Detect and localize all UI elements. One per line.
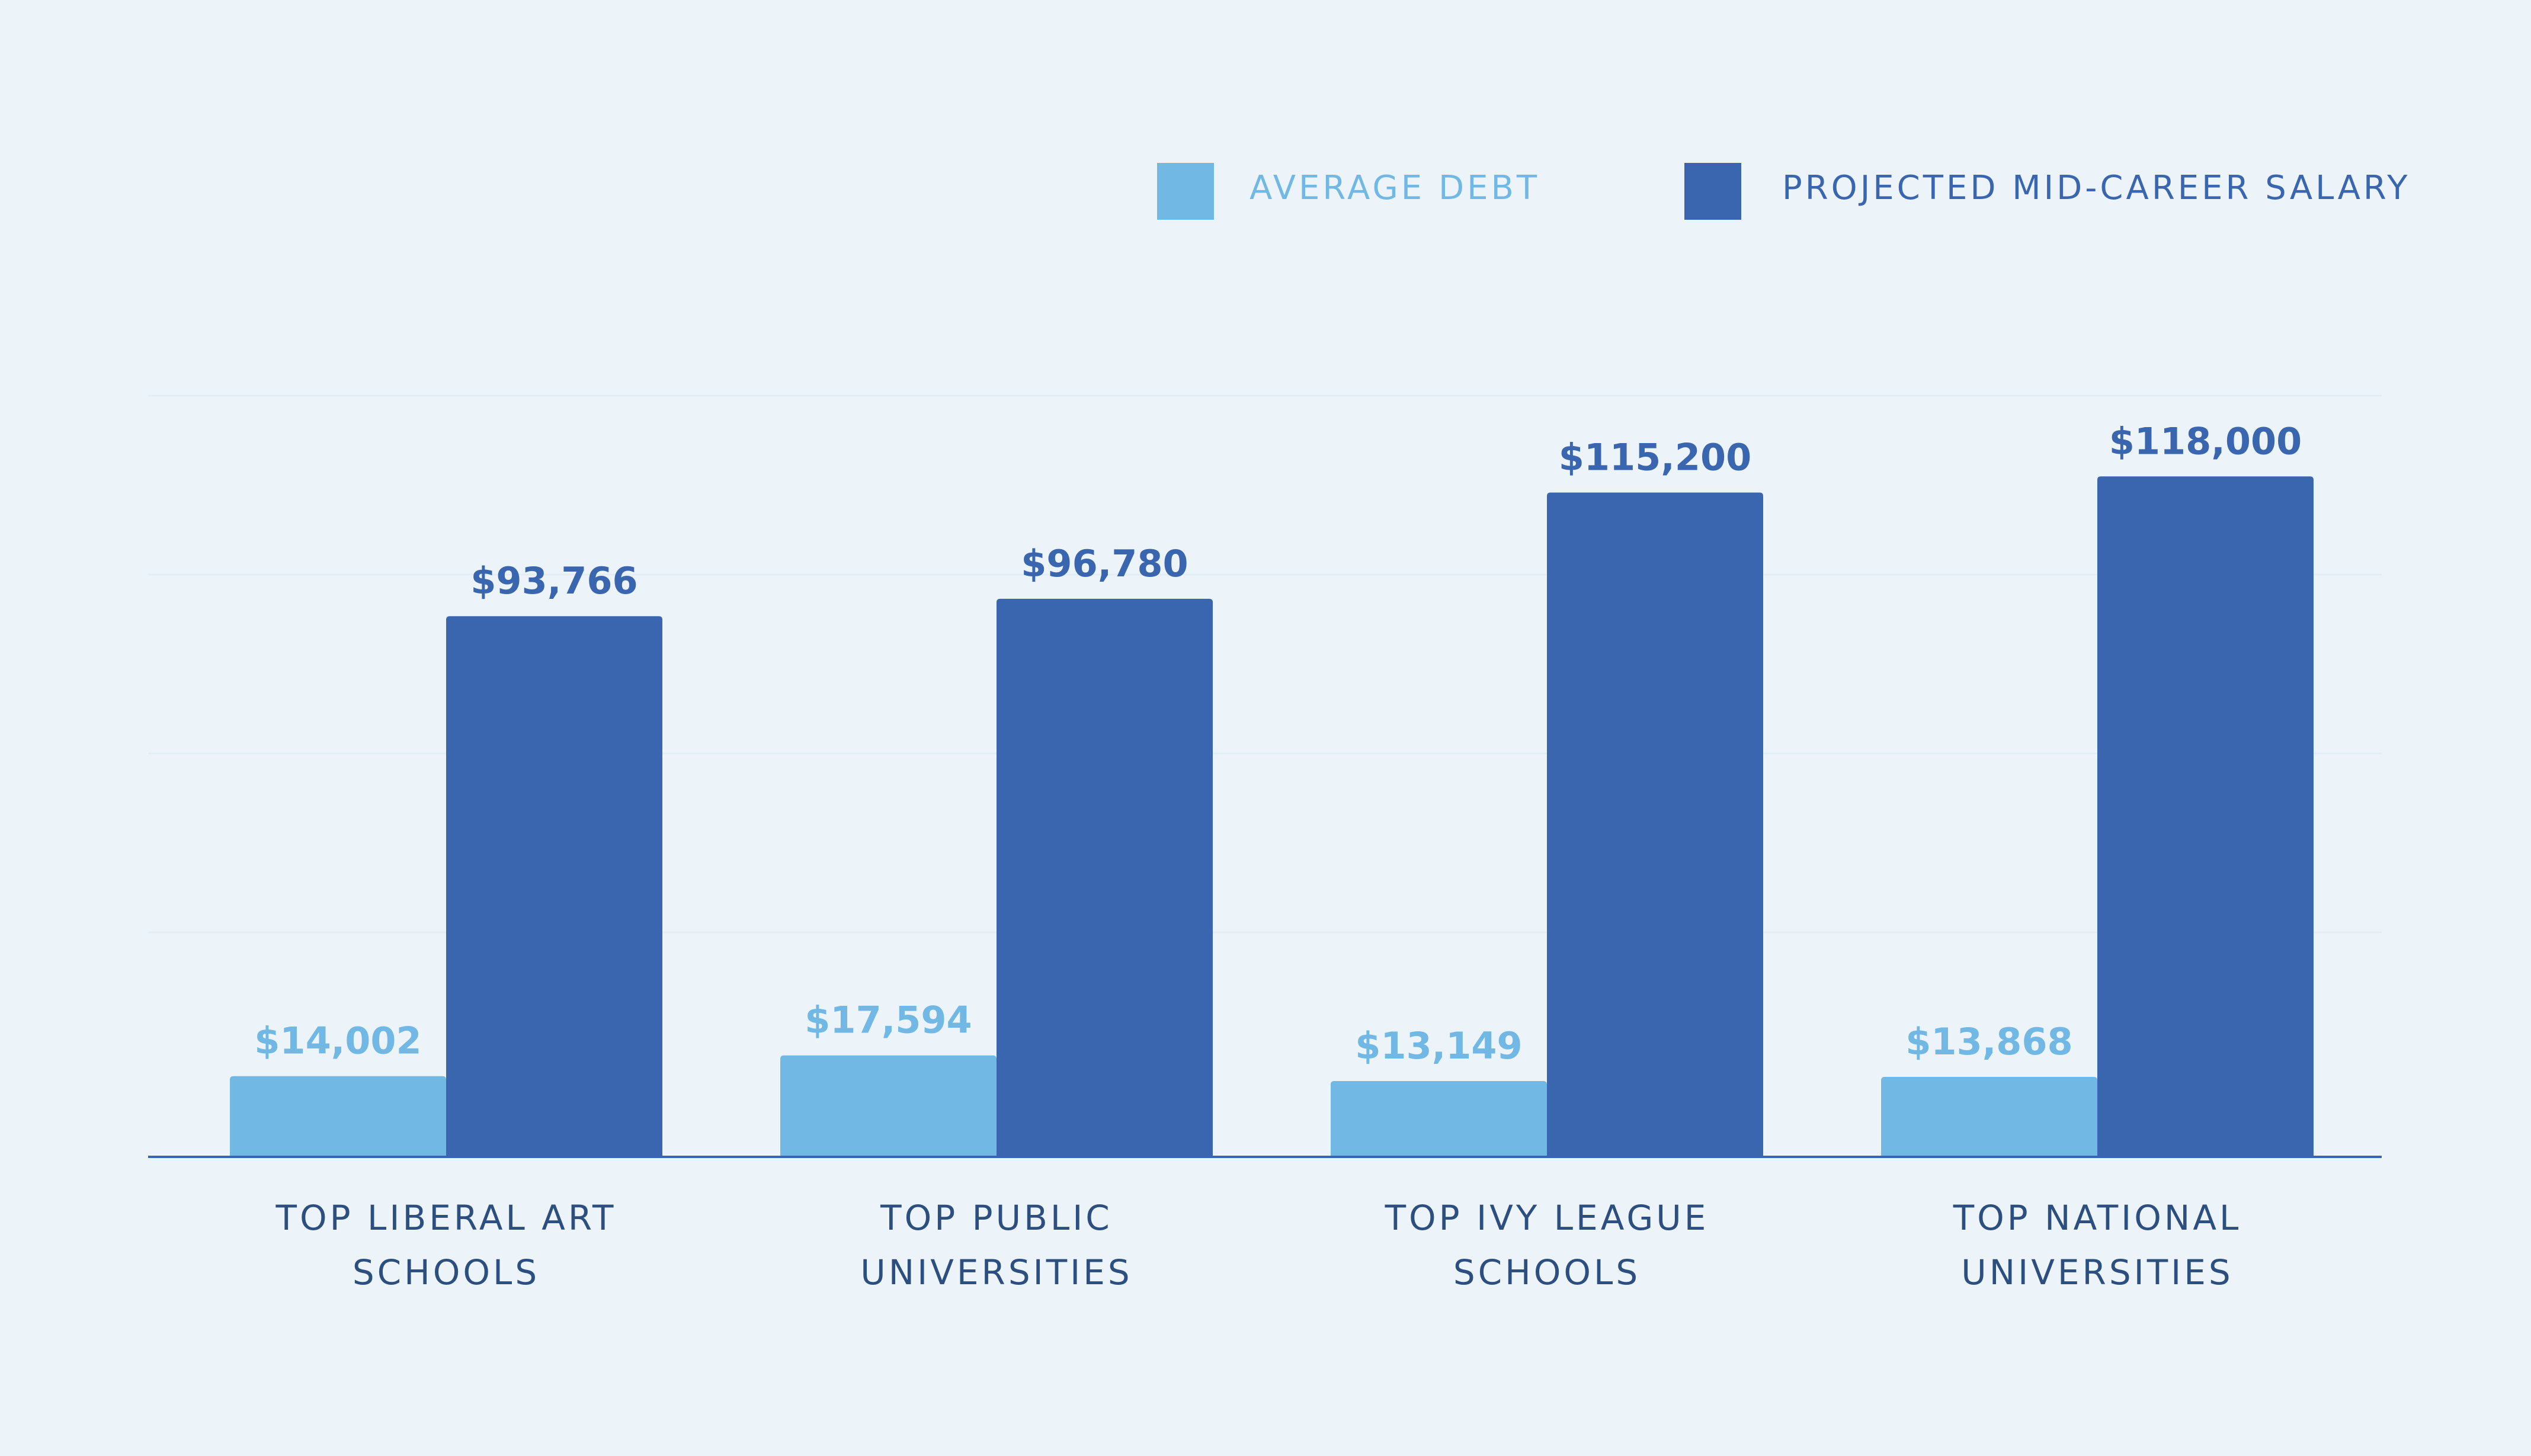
debt-bar-1	[230, 1076, 446, 1157]
legend-label-1: AVERAGE DEBT	[1250, 169, 1540, 207]
legend-swatch-2	[1684, 163, 1741, 220]
legend-swatch-1	[1157, 163, 1214, 220]
salary-bar-2	[997, 598, 1213, 1157]
salary-value-label-4: $118,000	[2109, 419, 2302, 463]
bars	[230, 476, 2314, 1157]
debt-value-label-3: $13,149	[1355, 1024, 1522, 1067]
debt-value-label-1: $14,002	[254, 1019, 421, 1063]
debt-bar-4	[1881, 1076, 2097, 1157]
category-label-3-line-1: TOP IVY LEAGUE	[1385, 1198, 1709, 1238]
debt-bar-3	[1331, 1080, 1547, 1157]
salary-value-label-1: $93,766	[470, 559, 637, 602]
category-labels: TOP LIBERAL ART SCHOOLS TOP PUBLIC UNIVERSI…	[275, 1198, 2242, 1293]
legend: AVERAGE DEBT PROJECTED MID-CAREER SALARY	[1157, 163, 2410, 220]
category-label-4-line-2: UNIVERSITIES	[1961, 1252, 2234, 1293]
debt-bar-2	[780, 1055, 997, 1157]
debt-value-label-4: $13,868	[1905, 1020, 2072, 1063]
category-label-1-line-2: SCHOOLS	[353, 1252, 540, 1293]
debt-value-label-2: $17,594	[805, 999, 972, 1042]
salary-bar-4	[2097, 476, 2314, 1157]
category-label-1-line-1: TOP LIBERAL ART	[275, 1198, 617, 1238]
category-label-2-line-2: UNIVERSITIES	[860, 1252, 1133, 1293]
value-labels: $14,002 $17,594 $13,149 $13,868 $93,766 $96,7…	[254, 419, 2302, 1067]
category-label-4-line-1: TOP NATIONAL	[1953, 1198, 2242, 1238]
salary-bar-1	[446, 616, 662, 1157]
salary-bar-3	[1547, 492, 1763, 1157]
salary-value-label-2: $96,780	[1021, 542, 1188, 585]
category-label-2-line-1: TOP PUBLIC	[880, 1198, 1113, 1238]
salary-value-label-3: $115,200	[1559, 436, 1752, 479]
category-label-3-line-2: SCHOOLS	[1453, 1252, 1641, 1293]
legend-label-2: PROJECTED MID-CAREER SALARY	[1782, 169, 2410, 207]
